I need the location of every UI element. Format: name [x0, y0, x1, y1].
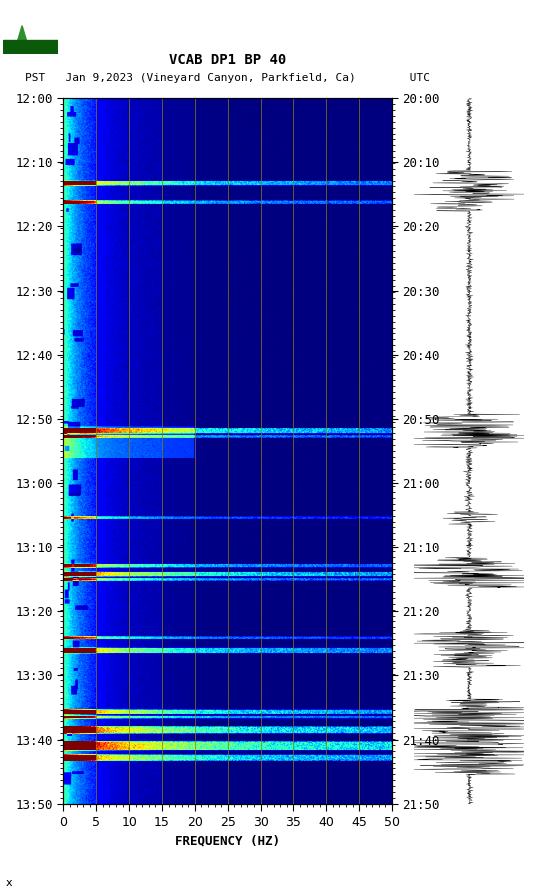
Text: VCAB DP1 BP 40: VCAB DP1 BP 40: [169, 53, 286, 67]
Polygon shape: [3, 26, 58, 54]
Text: USGS: USGS: [27, 25, 50, 36]
X-axis label: FREQUENCY (HZ): FREQUENCY (HZ): [175, 834, 280, 847]
Polygon shape: [3, 39, 58, 54]
Text: x: x: [6, 878, 12, 888]
Text: PST   Jan 9,2023 (Vineyard Canyon, Parkfield, Ca)        UTC: PST Jan 9,2023 (Vineyard Canyon, Parkfie…: [25, 73, 430, 83]
